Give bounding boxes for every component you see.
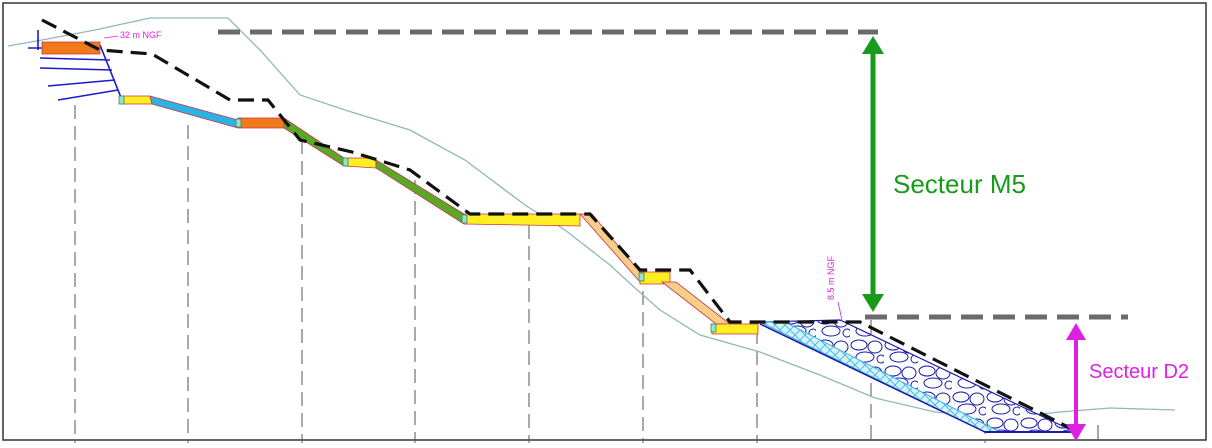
sector-lower-arrow xyxy=(1066,323,1086,441)
sector-upper-label: Secteur M5 xyxy=(893,169,1026,199)
vertical-reference-lines xyxy=(74,105,1099,443)
bottom-elevation-label: 8.5 m NGF xyxy=(826,255,836,300)
top-elevation-leader xyxy=(103,35,119,39)
design-profile-dashed xyxy=(41,18,1079,434)
slope-protection-profile xyxy=(41,41,759,335)
diagram-frame xyxy=(2,2,1207,441)
top-elevation-label: 32 m NGF xyxy=(120,30,162,40)
sector-upper-arrow xyxy=(862,36,884,312)
slope-base-line xyxy=(759,323,986,433)
sector-lower-label: Secteur D2 xyxy=(1089,361,1189,383)
bottom-elevation-leader xyxy=(837,301,843,321)
step-markers xyxy=(118,95,717,333)
retaining-wall-anchors xyxy=(28,30,123,101)
